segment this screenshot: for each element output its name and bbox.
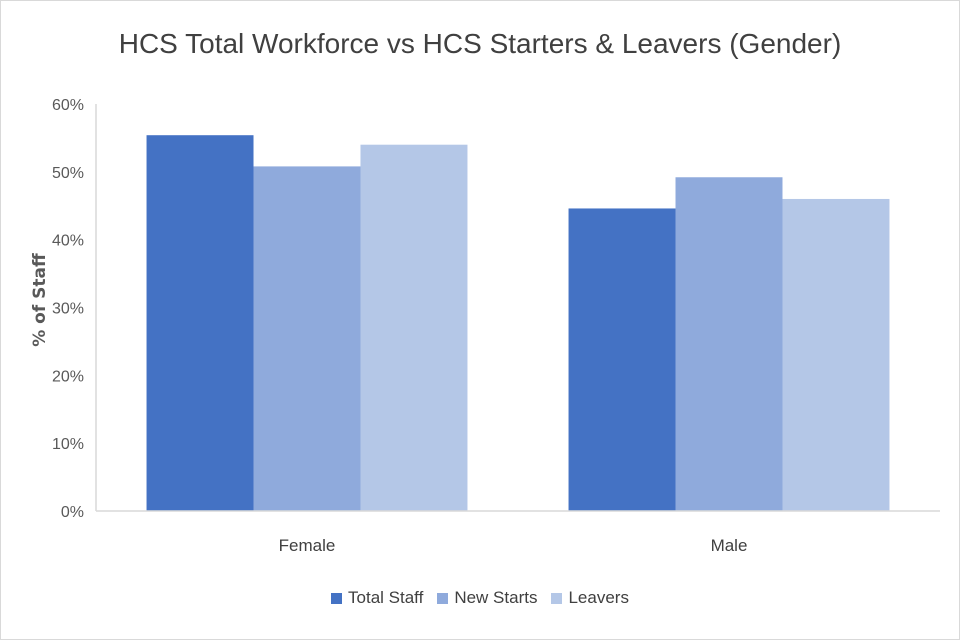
y-tick-label: 40% xyxy=(52,233,84,250)
x-tick-label: Male xyxy=(711,536,748,555)
bar-leavers-male xyxy=(782,198,890,511)
legend-swatch xyxy=(437,592,449,604)
legend-item: Total Staff xyxy=(331,588,423,608)
y-tick-label: 0% xyxy=(61,504,84,521)
bar-leavers-female xyxy=(360,144,468,511)
legend-swatch xyxy=(551,592,563,604)
chart-title: HCS Total Workforce vs HCS Starters & Le… xyxy=(118,28,842,59)
bar-total-staff-male xyxy=(568,208,676,512)
legend-label: New Starts xyxy=(454,588,538,607)
legend: Total Staff New Starts Leavers xyxy=(0,588,960,608)
legend-swatch xyxy=(331,592,343,604)
x-tick-label: Female xyxy=(279,536,336,555)
legend-item: Leavers xyxy=(551,588,629,608)
y-tick-label: 60% xyxy=(52,97,84,114)
legend-item: New Starts xyxy=(437,588,537,608)
bar-new-starts-male xyxy=(675,177,783,511)
bar-total-staff-female xyxy=(146,135,254,511)
y-tick-label: 20% xyxy=(52,368,84,385)
bar-new-starts-female xyxy=(253,166,361,511)
y-tick-label: 10% xyxy=(52,436,84,453)
y-tick-label: 30% xyxy=(52,301,84,318)
legend-label: Total Staff xyxy=(348,588,424,607)
legend-label: Leavers xyxy=(568,588,629,607)
y-tick-label: 50% xyxy=(52,165,84,182)
